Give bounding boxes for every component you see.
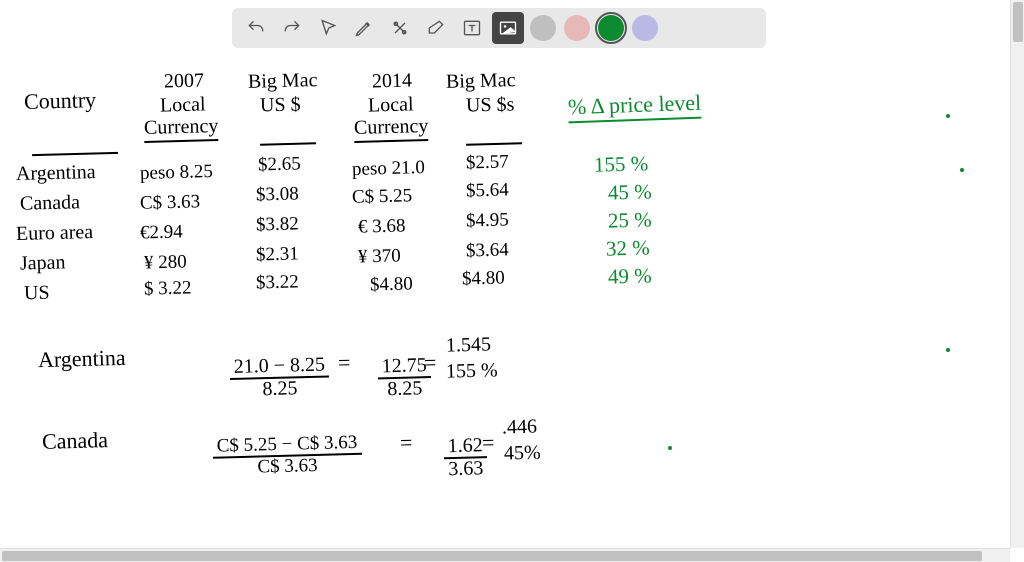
work-arg-pct: 155 %: [446, 359, 498, 383]
color-green[interactable]: [598, 15, 624, 41]
drawing-toolbar: [232, 8, 766, 48]
row-local14-4: $4.80: [370, 273, 413, 296]
header-country: Country: [24, 87, 97, 115]
tools-icon[interactable]: [384, 12, 416, 44]
header-bigmac-14a: Big Mac: [446, 69, 516, 94]
row-usd14-2: $4.95: [466, 209, 509, 232]
row-country-3: Japan: [20, 251, 66, 275]
row-local07-1: C$ 3.63: [140, 191, 201, 215]
row-local14-2: € 3.68: [358, 215, 406, 238]
header-bigmac-07a: Big Mac: [248, 69, 318, 94]
work-arg-frac2: 12.758.25: [357, 331, 432, 424]
work-can-label: Canada: [42, 427, 109, 455]
row-usd07-3: $2.31: [256, 243, 299, 266]
row-usd07-0: $2.65: [258, 153, 301, 176]
row-local14-3: ¥ 370: [358, 245, 401, 268]
work-arg-dec: 1.545: [446, 333, 492, 357]
row-local07-2: €2.94: [140, 221, 183, 244]
redo-button[interactable]: [276, 12, 308, 44]
pencil-tool[interactable]: [348, 12, 380, 44]
vertical-scrollbar[interactable]: [1010, 0, 1024, 548]
work-arg-eq2: =: [424, 350, 437, 376]
row-pct-1: 45 %: [608, 179, 652, 205]
row-local07-4: $ 3.22: [144, 277, 192, 300]
undo-button[interactable]: [240, 12, 272, 44]
work-can-frac2: 1.623.63: [423, 411, 488, 504]
row-usd14-4: $4.80: [462, 267, 505, 290]
row-usd07-1: $3.08: [256, 183, 299, 206]
row-local14-0: peso 21.0: [352, 157, 425, 181]
color-pink[interactable]: [564, 15, 590, 41]
row-local07-3: ¥ 280: [144, 251, 187, 274]
header-local-14a: Local: [368, 93, 414, 117]
row-local14-1: C$ 5.25: [352, 185, 413, 209]
stray-dot-icon: [960, 168, 964, 172]
work-can-eq1: =: [400, 430, 413, 456]
row-pct-2: 25 %: [608, 207, 652, 233]
row-country-0: Argentina: [16, 161, 96, 186]
work-arg-eq1: =: [338, 350, 351, 376]
row-usd14-3: $3.64: [466, 239, 509, 262]
work-can-eq2: =: [482, 430, 495, 456]
row-pct-3: 32 %: [606, 235, 650, 261]
work-can-dec: .446: [502, 416, 538, 440]
row-country-4: US: [24, 282, 50, 306]
eraser-tool[interactable]: [420, 12, 452, 44]
image-tool[interactable]: [492, 12, 524, 44]
color-gray[interactable]: [530, 15, 556, 41]
color-purple[interactable]: [632, 15, 658, 41]
row-local07-0: peso 8.25: [140, 161, 213, 185]
pointer-tool[interactable]: [312, 12, 344, 44]
text-tool[interactable]: [456, 12, 488, 44]
work-can-pct: 45%: [504, 442, 541, 466]
stray-dot-icon: [946, 114, 950, 118]
drawing-canvas[interactable]: Country 2007 Local Currency Big Mac US $…: [0, 54, 1006, 548]
header-bigmac-14b: US $s: [466, 93, 515, 117]
stray-dot-icon: [668, 446, 672, 450]
header-pct: % Δ price level: [568, 90, 702, 124]
row-pct-4: 49 %: [608, 263, 652, 289]
row-usd14-1: $5.64: [466, 179, 509, 202]
row-usd07-2: $3.82: [256, 213, 299, 236]
horizontal-scrollbar[interactable]: [0, 548, 1010, 562]
header-bigmac-07b: US $: [260, 93, 301, 117]
work-arg-label: Argentina: [38, 345, 126, 373]
row-country-1: Canada: [20, 191, 81, 216]
row-pct-0: 155 %: [594, 151, 649, 177]
header-2014: 2014: [372, 69, 413, 93]
row-country-2: Euro area: [16, 221, 94, 246]
header-2007: 2007: [164, 69, 205, 93]
header-local-07b: Currency: [144, 115, 219, 143]
header-local-14b: Currency: [354, 115, 429, 143]
header-local-07a: Local: [160, 93, 206, 117]
row-usd07-4: $3.22: [256, 271, 299, 294]
work-can-frac1: C$ 5.25 − C$ 3.63C$ 3.63: [193, 410, 363, 501]
row-usd14-0: $2.57: [466, 151, 509, 174]
stray-dot-icon: [946, 348, 950, 352]
